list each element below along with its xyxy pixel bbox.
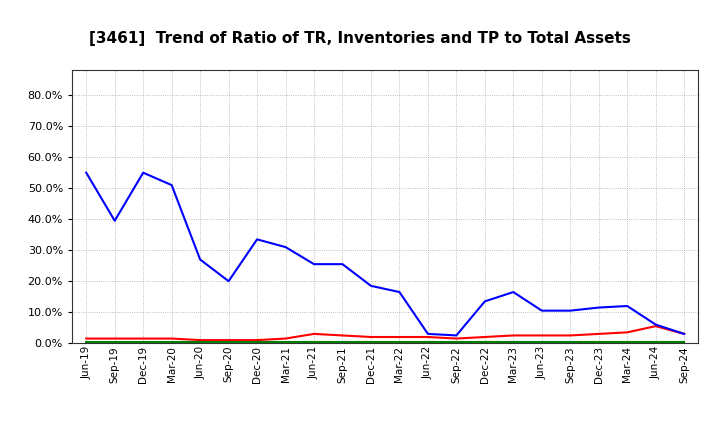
Trade Payables	[366, 340, 375, 345]
Trade Payables	[423, 340, 432, 345]
Trade Receivables	[509, 333, 518, 338]
Trade Payables	[82, 340, 91, 345]
Trade Receivables	[366, 334, 375, 340]
Trade Payables	[623, 340, 631, 345]
Trade Payables	[595, 340, 603, 345]
Trade Payables	[652, 340, 660, 345]
Trade Payables	[282, 340, 290, 345]
Trade Payables	[167, 340, 176, 345]
Trade Payables	[110, 340, 119, 345]
Inventories	[509, 290, 518, 295]
Line: Inventories: Inventories	[86, 172, 684, 335]
Trade Receivables	[623, 330, 631, 335]
Inventories	[395, 290, 404, 295]
Trade Payables	[509, 340, 518, 345]
Line: Trade Receivables: Trade Receivables	[86, 326, 684, 340]
Text: [3461]  Trend of Ratio of TR, Inventories and TP to Total Assets: [3461] Trend of Ratio of TR, Inventories…	[89, 31, 631, 46]
Trade Receivables	[167, 336, 176, 341]
Trade Receivables	[338, 333, 347, 338]
Inventories	[652, 322, 660, 327]
Inventories	[139, 170, 148, 175]
Inventories	[253, 237, 261, 242]
Trade Payables	[196, 340, 204, 345]
Trade Payables	[395, 340, 404, 345]
Inventories	[282, 245, 290, 250]
Trade Receivables	[253, 337, 261, 343]
Trade Receivables	[196, 337, 204, 343]
Inventories	[310, 261, 318, 267]
Inventories	[452, 333, 461, 338]
Trade Payables	[225, 340, 233, 345]
Trade Receivables	[395, 334, 404, 340]
Trade Payables	[480, 340, 489, 345]
Trade Payables	[338, 340, 347, 345]
Trade Receivables	[566, 333, 575, 338]
Trade Receivables	[110, 336, 119, 341]
Trade Payables	[680, 340, 688, 345]
Trade Receivables	[480, 334, 489, 340]
Trade Payables	[139, 340, 148, 345]
Inventories	[196, 257, 204, 262]
Trade Receivables	[452, 336, 461, 341]
Inventories	[366, 283, 375, 289]
Inventories	[623, 303, 631, 308]
Trade Payables	[310, 340, 318, 345]
Inventories	[595, 305, 603, 310]
Trade Receivables	[595, 331, 603, 337]
Inventories	[82, 170, 91, 175]
Inventories	[338, 261, 347, 267]
Trade Payables	[253, 340, 261, 345]
Inventories	[680, 331, 688, 337]
Inventories	[566, 308, 575, 313]
Trade Receivables	[652, 323, 660, 329]
Trade Receivables	[282, 336, 290, 341]
Inventories	[110, 218, 119, 224]
Trade Receivables	[139, 336, 148, 341]
Trade Receivables	[423, 334, 432, 340]
Inventories	[225, 279, 233, 284]
Inventories	[480, 299, 489, 304]
Trade Receivables	[537, 333, 546, 338]
Inventories	[537, 308, 546, 313]
Trade Payables	[537, 340, 546, 345]
Inventories	[167, 183, 176, 188]
Trade Receivables	[310, 331, 318, 337]
Trade Receivables	[680, 331, 688, 337]
Inventories	[423, 331, 432, 337]
Trade Receivables	[82, 336, 91, 341]
Trade Receivables	[225, 337, 233, 343]
Trade Payables	[452, 340, 461, 345]
Trade Payables	[566, 340, 575, 345]
